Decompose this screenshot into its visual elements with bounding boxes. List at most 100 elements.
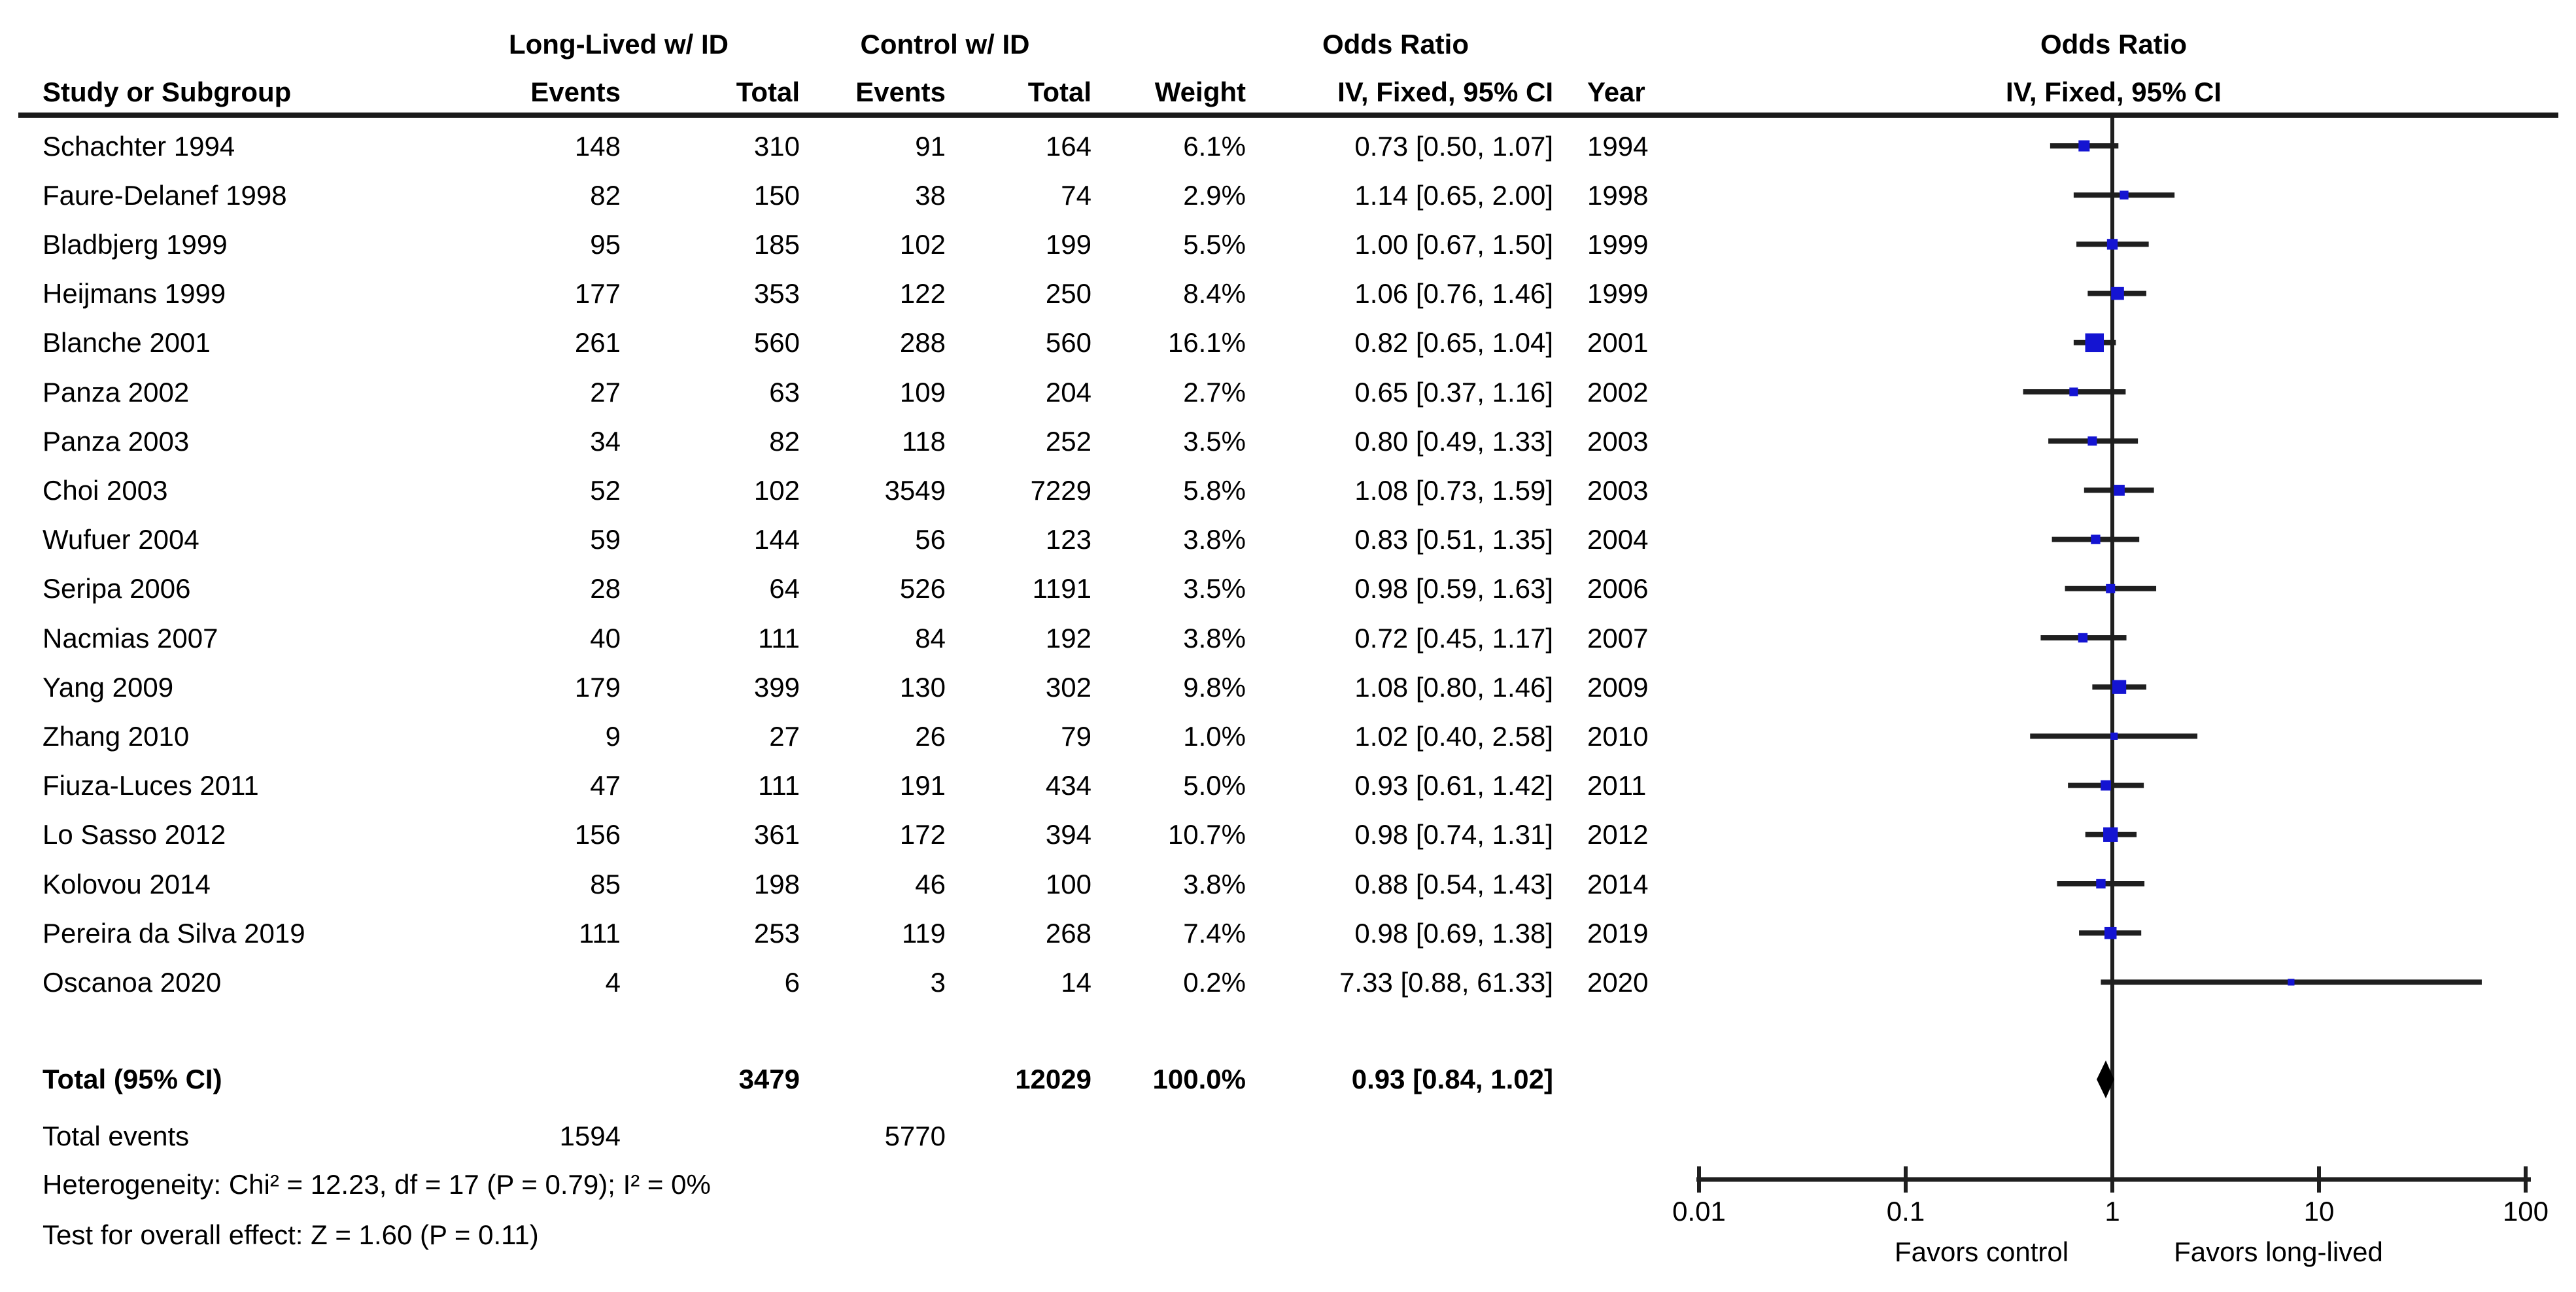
- year-value: 2004: [1587, 524, 1649, 555]
- weight-value: 3.8%: [1183, 868, 1246, 899]
- total-label: Total (95% CI): [43, 1064, 222, 1094]
- total-long-lived: 361: [753, 819, 800, 850]
- events-control: 46: [915, 868, 946, 899]
- effect-marker: [2101, 780, 2111, 791]
- odds-ratio-ci-text: 0.80 [0.49, 1.33]: [1354, 425, 1553, 457]
- events-control: 526: [899, 573, 946, 604]
- total-events-label: Total events: [43, 1121, 190, 1151]
- weight-value: 5.5%: [1183, 228, 1246, 260]
- events-long-lived: 59: [590, 524, 621, 555]
- weight-value: 1.0%: [1183, 720, 1246, 752]
- events-control: 56: [915, 524, 946, 555]
- study-row: Panza 2002 27 63 109 204 2.7% 0.65 [0.37…: [0, 368, 2576, 417]
- events-control: 26: [915, 720, 946, 752]
- total-control: 192: [1045, 622, 1091, 654]
- odds-ratio-ci-text: 1.02 [0.40, 2.58]: [1354, 720, 1553, 752]
- effect-marker: [2106, 239, 2118, 250]
- total-control: 394: [1045, 819, 1091, 850]
- year-value: 2010: [1587, 720, 1649, 752]
- favors-control-label: Favors control: [1895, 1236, 2069, 1267]
- weight-value: 6.1%: [1183, 130, 1246, 162]
- total-long-lived: 353: [753, 278, 800, 309]
- year-value: 2003: [1587, 474, 1649, 506]
- study-name: Schachter 1994: [43, 130, 235, 162]
- events-long-lived: 261: [574, 327, 621, 358]
- weight-value: 3.8%: [1183, 622, 1246, 654]
- effect-marker: [2120, 190, 2129, 200]
- weight-value: 2.7%: [1183, 376, 1246, 408]
- events-control: 84: [915, 622, 946, 654]
- effect-marker: [2114, 485, 2125, 496]
- total-events-long-lived: 1594: [559, 1121, 621, 1151]
- events-control: 118: [902, 425, 946, 457]
- odds-ratio-ci-text: 1.00 [0.67, 1.50]: [1354, 228, 1553, 260]
- odds-ratio-ci-text: 1.08 [0.73, 1.59]: [1354, 474, 1553, 506]
- total-control: 14: [1061, 966, 1091, 998]
- study-name: Choi 2003: [43, 474, 168, 506]
- total-long-lived: 82: [769, 425, 800, 457]
- total-control: 7229: [1030, 474, 1091, 506]
- study-name: Oscanoa 2020: [43, 966, 222, 998]
- events-long-lived: 95: [590, 228, 621, 260]
- study-row: Faure-Delanef 1998 82 150 38 74 2.9% 1.1…: [0, 171, 2576, 220]
- study-row: Pereira da Silva 2019 111 253 119 268 7.…: [0, 909, 2576, 958]
- total-long-lived: 253: [753, 917, 800, 949]
- odds-ratio-ci-text: 0.93 [0.61, 1.42]: [1354, 770, 1553, 801]
- study-row: Lo Sasso 2012 156 361 172 394 10.7% 0.98…: [0, 810, 2576, 860]
- total-long-lived: 102: [753, 474, 800, 506]
- year-value: 2009: [1587, 671, 1649, 703]
- effect-marker: [2103, 827, 2118, 842]
- year-value: 2003: [1587, 425, 1649, 457]
- events-control: 172: [899, 819, 946, 850]
- total-control: 250: [1045, 278, 1091, 309]
- weight-value: 7.4%: [1183, 917, 1246, 949]
- total-long-lived: 185: [753, 228, 800, 260]
- study-row: Nacmias 2007 40 111 84 192 3.8% 0.72 [0.…: [0, 614, 2576, 663]
- study-name: Heijmans 1999: [43, 278, 226, 309]
- events-long-lived: 111: [579, 917, 621, 949]
- odds-ratio-ci-text: 0.73 [0.50, 1.07]: [1354, 130, 1553, 162]
- odds-ratio-ci-text: 0.83 [0.51, 1.35]: [1354, 524, 1553, 555]
- header-rule: [18, 113, 2558, 118]
- study-row: Oscanoa 2020 4 6 3 14 0.2% 7.33 [0.88, 6…: [0, 958, 2576, 1007]
- header-iv-fixed-ci-right: IV, Fixed, 95% CI: [2006, 77, 2222, 107]
- study-row: Yang 2009 179 399 130 302 9.8% 1.08 [0.8…: [0, 663, 2576, 712]
- study-name: Blanche 2001: [43, 327, 211, 358]
- header-total-long-lived: Total: [736, 77, 800, 107]
- year-value: 2006: [1587, 573, 1649, 604]
- effect-marker: [2111, 287, 2124, 300]
- events-long-lived: 47: [590, 770, 621, 801]
- study-name: Fiuza-Luces 2011: [43, 770, 259, 801]
- events-long-lived: 34: [590, 425, 621, 457]
- effect-marker: [2091, 534, 2101, 544]
- odds-ratio-ci-text: 0.98 [0.74, 1.31]: [1354, 819, 1553, 850]
- study-name: Seripa 2006: [43, 573, 191, 604]
- header-group-long-lived: Long-Lived w/ ID: [509, 29, 729, 60]
- total-long-lived: 6: [784, 966, 800, 998]
- year-value: 1994: [1587, 130, 1649, 162]
- total-odds-ratio-ci: 0.93 [0.84, 1.02]: [1351, 1064, 1553, 1094]
- odds-ratio-ci-text: 0.98 [0.59, 1.63]: [1354, 573, 1553, 604]
- effect-marker: [2078, 140, 2090, 152]
- total-long-lived-sum: 3479: [738, 1064, 800, 1094]
- total-control: 100: [1045, 868, 1091, 899]
- study-row: Choi 2003 52 102 3549 7229 5.8% 1.08 [0.…: [0, 466, 2576, 515]
- total-control: 79: [1061, 720, 1091, 752]
- total-events-row: Total events 1594 5770: [0, 1111, 2576, 1161]
- total-long-lived: 198: [753, 868, 800, 899]
- axis-tick-label: 10: [2304, 1196, 2335, 1227]
- total-events-control: 5770: [884, 1121, 946, 1151]
- year-value: 2007: [1587, 622, 1649, 654]
- events-long-lived: 156: [574, 819, 621, 850]
- year-value: 2002: [1587, 376, 1649, 408]
- total-long-lived: 63: [769, 376, 800, 408]
- study-name: Wufuer 2004: [43, 524, 199, 555]
- year-value: 2012: [1587, 819, 1649, 850]
- events-long-lived: 9: [605, 720, 621, 752]
- effect-marker: [2085, 333, 2104, 353]
- total-control: 1191: [1032, 573, 1091, 604]
- weight-value: 2.9%: [1183, 179, 1246, 211]
- study-row: Bladbjerg 1999 95 185 102 199 5.5% 1.00 …: [0, 220, 2576, 270]
